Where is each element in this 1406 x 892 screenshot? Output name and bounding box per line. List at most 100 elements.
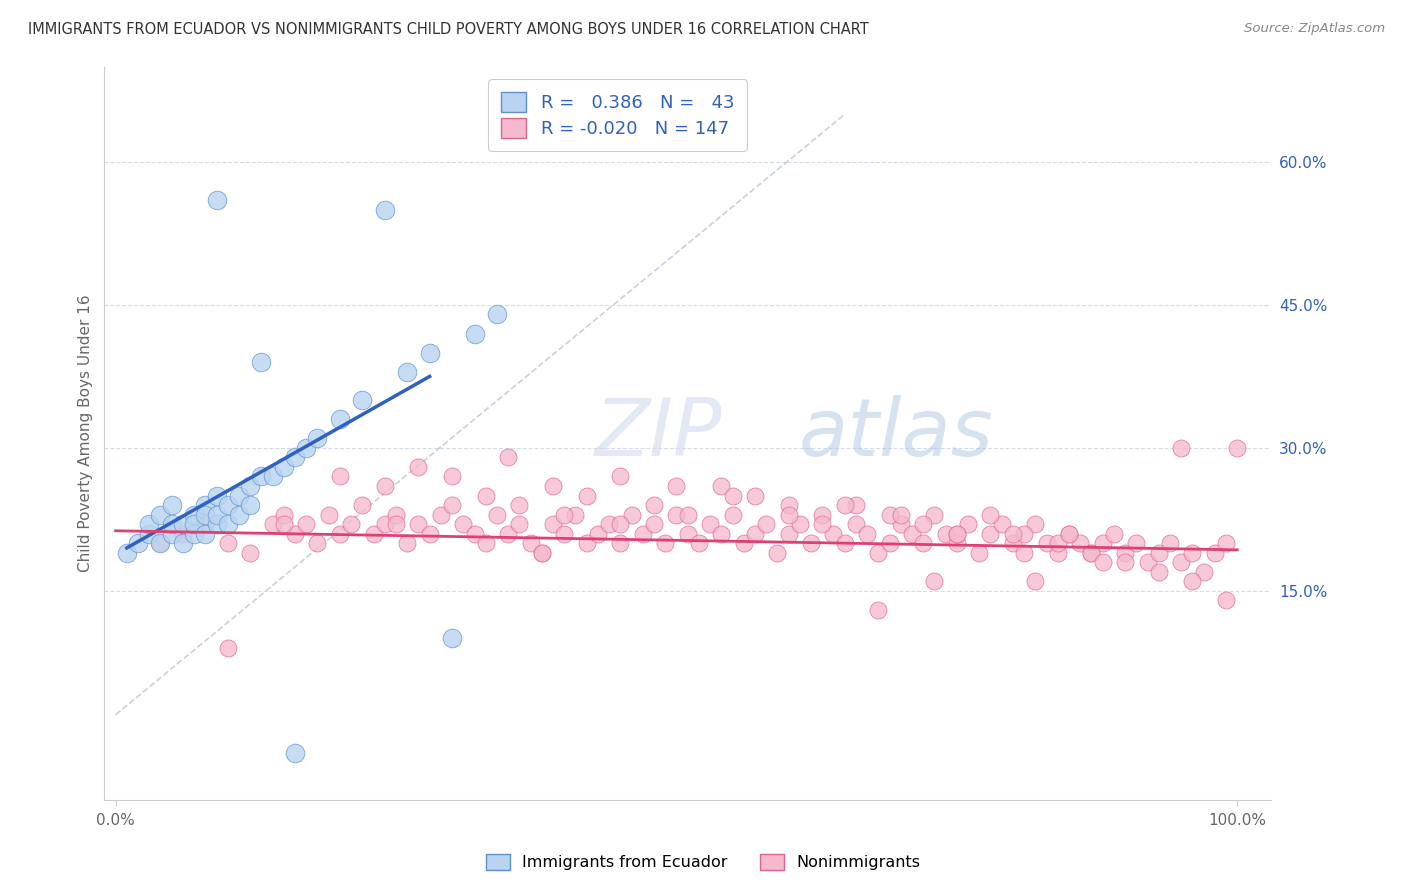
Point	[778, 526, 800, 541]
Point	[284, 450, 307, 465]
Point	[172, 536, 194, 550]
Point	[1012, 546, 1035, 560]
Point	[676, 508, 699, 522]
Point	[789, 517, 811, 532]
Point	[823, 526, 845, 541]
Point	[912, 536, 935, 550]
Point	[1204, 546, 1226, 560]
Point	[946, 526, 969, 541]
Point	[845, 498, 868, 512]
Point	[665, 479, 688, 493]
Point	[1170, 441, 1192, 455]
Point	[374, 517, 396, 532]
Legend: Immigrants from Ecuador, Nonimmigrants: Immigrants from Ecuador, Nonimmigrants	[479, 847, 927, 877]
Point	[721, 489, 744, 503]
Point	[575, 536, 598, 550]
Point	[217, 517, 239, 532]
Point	[834, 536, 856, 550]
Point	[1091, 555, 1114, 569]
Point	[1114, 546, 1136, 560]
Point	[474, 489, 496, 503]
Point	[1114, 555, 1136, 569]
Point	[464, 326, 486, 341]
Point	[239, 546, 262, 560]
Point	[654, 536, 676, 550]
Point	[979, 508, 1001, 522]
Point	[688, 536, 710, 550]
Point	[721, 508, 744, 522]
Point	[957, 517, 980, 532]
Point	[508, 498, 530, 512]
Point	[295, 441, 318, 455]
Point	[329, 412, 352, 426]
Text: Source: ZipAtlas.com: Source: ZipAtlas.com	[1244, 22, 1385, 36]
Point	[115, 546, 138, 560]
Y-axis label: Child Poverty Among Boys Under 16: Child Poverty Among Boys Under 16	[79, 294, 93, 573]
Point	[485, 508, 508, 522]
Point	[586, 526, 609, 541]
Point	[924, 508, 946, 522]
Point	[699, 517, 721, 532]
Point	[890, 517, 912, 532]
Point	[217, 640, 239, 655]
Point	[609, 517, 631, 532]
Point	[1057, 526, 1080, 541]
Point	[609, 536, 631, 550]
Text: ZIP: ZIP	[595, 394, 721, 473]
Point	[553, 508, 575, 522]
Point	[530, 546, 553, 560]
Point	[744, 526, 766, 541]
Text: atlas: atlas	[799, 394, 993, 473]
Point	[1091, 536, 1114, 550]
Point	[620, 508, 643, 522]
Point	[273, 459, 295, 474]
Point	[856, 526, 879, 541]
Point	[598, 517, 620, 532]
Point	[519, 536, 541, 550]
Point	[138, 526, 160, 541]
Point	[160, 517, 183, 532]
Point	[912, 517, 935, 532]
Point	[183, 508, 205, 522]
Point	[541, 479, 564, 493]
Point	[374, 202, 396, 217]
Point	[194, 517, 217, 532]
Point	[441, 498, 464, 512]
Text: IMMIGRANTS FROM ECUADOR VS NONIMMIGRANTS CHILD POVERTY AMONG BOYS UNDER 16 CORRE: IMMIGRANTS FROM ECUADOR VS NONIMMIGRANTS…	[28, 22, 869, 37]
Point	[441, 632, 464, 646]
Point	[329, 469, 352, 483]
Point	[385, 517, 408, 532]
Point	[1136, 555, 1159, 569]
Point	[205, 517, 228, 532]
Point	[1181, 546, 1204, 560]
Point	[430, 508, 453, 522]
Point	[1001, 536, 1024, 550]
Point	[205, 489, 228, 503]
Point	[609, 469, 631, 483]
Point	[250, 355, 273, 369]
Point	[890, 508, 912, 522]
Point	[800, 536, 823, 550]
Point	[194, 526, 217, 541]
Point	[149, 508, 172, 522]
Point	[1001, 526, 1024, 541]
Point	[631, 526, 654, 541]
Point	[1215, 536, 1237, 550]
Point	[1024, 517, 1046, 532]
Point	[194, 508, 217, 522]
Point	[868, 603, 890, 617]
Point	[1147, 546, 1170, 560]
Point	[149, 536, 172, 550]
Point	[385, 508, 408, 522]
Point	[217, 536, 239, 550]
Point	[643, 517, 665, 532]
Point	[935, 526, 957, 541]
Point	[967, 546, 990, 560]
Point	[340, 517, 363, 532]
Point	[1012, 526, 1035, 541]
Point	[408, 459, 430, 474]
Point	[1102, 526, 1125, 541]
Point	[575, 489, 598, 503]
Point	[205, 508, 228, 522]
Point	[1046, 546, 1069, 560]
